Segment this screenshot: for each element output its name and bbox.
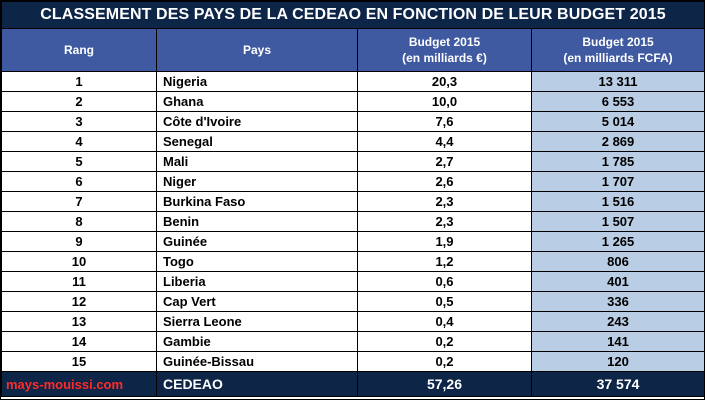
total-budget-fcfa: 37 574 (530, 371, 705, 397)
cell-budget-eur: 0,2 (357, 331, 532, 352)
header-budget-fcfa-line1: Budget 2015 (582, 35, 654, 49)
cell-budget-fcfa: 13 311 (530, 71, 705, 92)
cell-pays: Niger (156, 171, 358, 192)
cell-pays: Burkina Faso (156, 191, 358, 212)
cell-budget-fcfa: 806 (530, 251, 705, 272)
cell-rang: 11 (1, 271, 157, 292)
header-budget-fcfa-line2: (en milliards FCFA) (563, 51, 673, 65)
cell-pays: Gambie (156, 331, 358, 352)
header-rang: Rang (1, 28, 157, 72)
table-row: 8 Benin 2,3 1 507 (1, 211, 705, 232)
header-row: Rang Pays Budget 2015 (en milliards €) B… (1, 28, 705, 72)
table-row: 15 Guinée-Bissau 0,2 120 (1, 351, 705, 372)
cell-budget-eur: 0,4 (357, 311, 532, 332)
cell-rang: 14 (1, 331, 157, 352)
cell-rang: 15 (1, 351, 157, 372)
cell-pays: Liberia (156, 271, 358, 292)
cell-pays: Benin (156, 211, 358, 232)
header-budget-eur-line1: Budget 2015 (408, 35, 481, 49)
cell-rang: 2 (1, 91, 157, 112)
cell-budget-eur: 2,3 (357, 211, 532, 232)
cell-pays: Guinée-Bissau (156, 351, 358, 372)
cell-rang: 3 (1, 111, 157, 132)
cell-budget-eur: 2,6 (357, 171, 532, 192)
cell-budget-eur: 2,7 (357, 151, 532, 172)
cell-budget-fcfa: 336 (530, 291, 705, 312)
header-pays: Pays (156, 28, 358, 72)
header-budget-fcfa: Budget 2015 (en milliards FCFA) (530, 28, 705, 72)
cell-budget-fcfa: 120 (530, 351, 705, 372)
table-row: 12 Cap Vert 0,5 336 (1, 291, 705, 312)
table-row: 7 Burkina Faso 2,3 1 516 (1, 191, 705, 212)
cell-budget-fcfa: 1 265 (530, 231, 705, 252)
table-row: 1 Nigeria 20,3 13 311 (1, 71, 705, 92)
table-row: 4 Senegal 4,4 2 869 (1, 131, 705, 152)
cell-budget-fcfa: 6 553 (530, 91, 705, 112)
cell-pays: Senegal (156, 131, 358, 152)
table-row: 11 Liberia 0,6 401 (1, 271, 705, 292)
cell-rang: 9 (1, 231, 157, 252)
header-budget-eur: Budget 2015 (en milliards €) (357, 28, 532, 72)
cell-rang: 12 (1, 291, 157, 312)
cell-pays: Cap Vert (156, 291, 358, 312)
cell-rang: 7 (1, 191, 157, 212)
cell-pays: Nigeria (156, 71, 358, 92)
cell-rang: 10 (1, 251, 157, 272)
cell-rang: 8 (1, 211, 157, 232)
cell-budget-fcfa: 1 707 (530, 171, 705, 192)
cell-budget-eur: 7,6 (357, 111, 532, 132)
cell-rang: 5 (1, 151, 157, 172)
cell-budget-fcfa: 401 (530, 271, 705, 292)
cell-pays: Ghana (156, 91, 358, 112)
cell-budget-fcfa: 1 507 (530, 211, 705, 232)
cell-budget-fcfa: 2 869 (530, 131, 705, 152)
cell-rang: 1 (1, 71, 157, 92)
cell-budget-eur: 20,3 (357, 71, 532, 92)
cell-pays: Guinée (156, 231, 358, 252)
total-budget-eur: 57,26 (357, 371, 532, 397)
table-row: 14 Gambie 0,2 141 (1, 331, 705, 352)
table-row: 9 Guinée 1,9 1 265 (1, 231, 705, 252)
table-row: 6 Niger 2,6 1 707 (1, 171, 705, 192)
cell-pays: Côte d'Ivoire (156, 111, 358, 132)
cell-pays: Sierra Leone (156, 311, 358, 332)
cell-budget-eur: 10,0 (357, 91, 532, 112)
cell-budget-eur: 1,9 (357, 231, 532, 252)
total-row: mays-mouissi.com CEDEAO 57,26 37 574 (1, 371, 705, 397)
cell-budget-fcfa: 1 785 (530, 151, 705, 172)
table-row: 5 Mali 2,7 1 785 (1, 151, 705, 172)
cell-budget-eur: 4,4 (357, 131, 532, 152)
cell-pays: Togo (156, 251, 358, 272)
total-label: CEDEAO (156, 371, 358, 397)
table-row: 3 Côte d'Ivoire 7,6 5 014 (1, 111, 705, 132)
cell-budget-fcfa: 141 (530, 331, 705, 352)
table-row: 13 Sierra Leone 0,4 243 (1, 311, 705, 332)
cell-budget-eur: 0,6 (357, 271, 532, 292)
cell-budget-eur: 0,2 (357, 351, 532, 372)
cell-rang: 6 (1, 171, 157, 192)
table-row: 2 Ghana 10,0 6 553 (1, 91, 705, 112)
table-row: 10 Togo 1,2 806 (1, 251, 705, 272)
cell-budget-fcfa: 1 516 (530, 191, 705, 212)
cell-budget-eur: 0,5 (357, 291, 532, 312)
cell-rang: 4 (1, 131, 157, 152)
cell-budget-fcfa: 243 (530, 311, 705, 332)
source-website-label: mays-mouissi.com (1, 371, 157, 397)
header-budget-eur-line2: (en milliards €) (402, 51, 487, 65)
cell-rang: 13 (1, 311, 157, 332)
cell-pays: Mali (156, 151, 358, 172)
cell-budget-fcfa: 5 014 (530, 111, 705, 132)
table-title: CLASSEMENT DES PAYS DE LA CEDEAO EN FONC… (0, 1, 705, 29)
cell-budget-eur: 2,3 (357, 191, 532, 212)
cell-budget-eur: 1,2 (357, 251, 532, 272)
